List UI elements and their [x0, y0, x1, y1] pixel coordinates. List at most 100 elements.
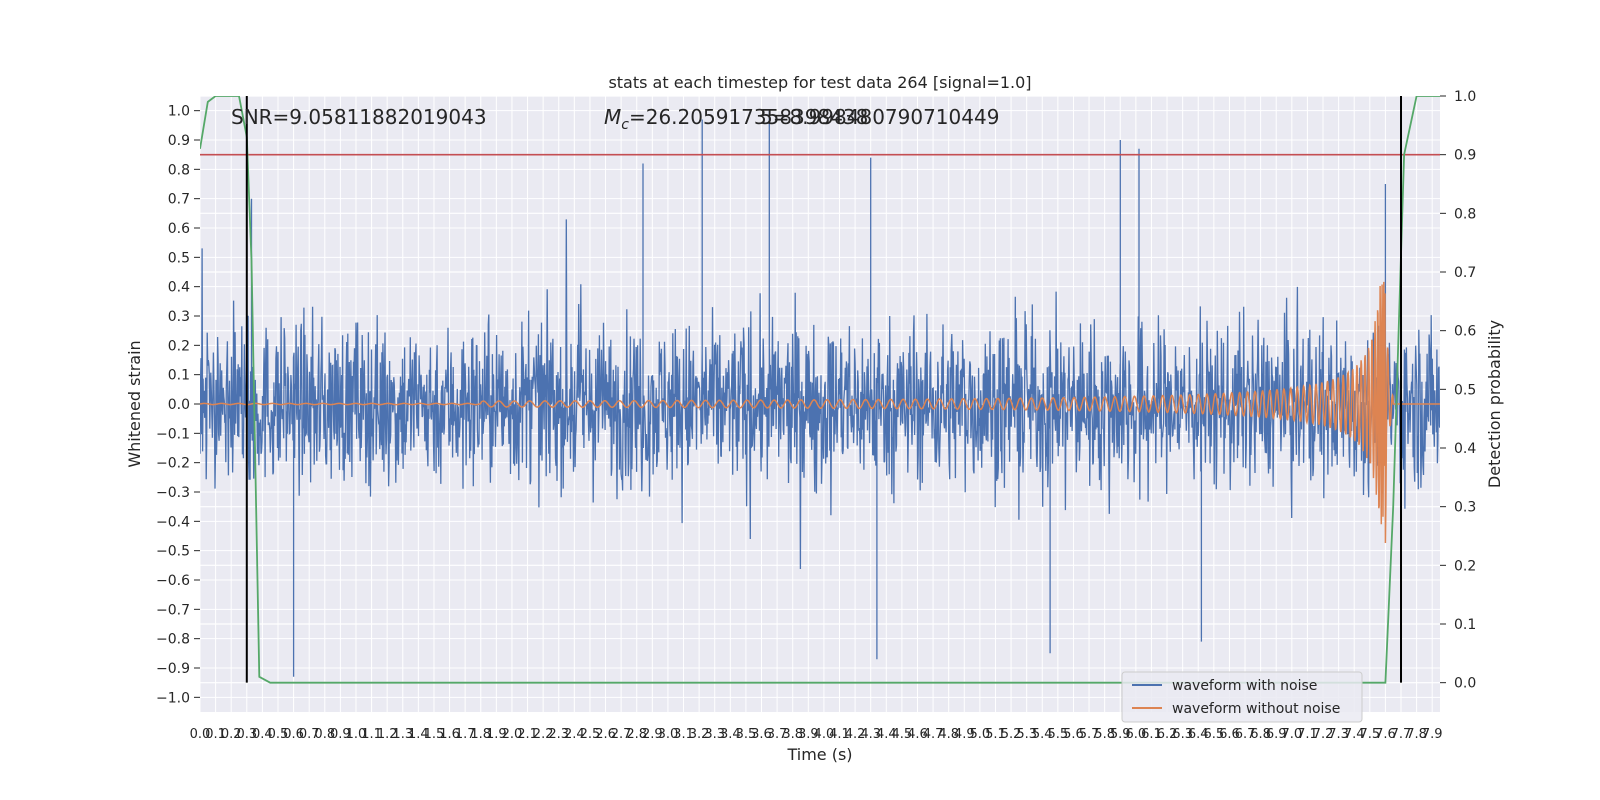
x-tick-label: 6.9	[1266, 727, 1287, 742]
x-tick-label: 6.8	[1250, 727, 1271, 742]
y-tick-label: −0.2	[156, 456, 190, 472]
x-tick-label: 2.3	[548, 727, 569, 742]
event-markers	[245, 96, 1403, 683]
x-tick-label: 1.2	[377, 727, 398, 742]
y-tick-label: 0.0	[168, 397, 190, 413]
x-tick-label: 2.2	[533, 727, 554, 742]
x-tick-label: 4.4	[876, 727, 897, 742]
x-tick-label: 0.0	[190, 727, 211, 742]
x-tick-label: 3.4	[720, 727, 741, 742]
mc-value: =26.205917358398438	[629, 105, 868, 129]
y-tick-label: −0.7	[156, 602, 190, 618]
x-tick-label: 1.4	[408, 727, 429, 742]
x-tick-label: 7.1	[1297, 727, 1318, 742]
mc-overlap-annotation: 5=8.998480790710449	[760, 105, 999, 129]
y-tick-label: −0.6	[156, 573, 190, 589]
y-tick-label: 0.9	[168, 133, 190, 149]
x-tick-label: 3.2	[689, 727, 710, 742]
y-tick-label: 0.5	[168, 250, 190, 266]
x-tick-label: 0.3	[236, 727, 257, 742]
y-tick-label: 0.4	[168, 280, 190, 296]
x-tick-label: 6.1	[1141, 727, 1162, 742]
y-tick-label: −0.3	[156, 485, 190, 501]
x-tick-label: 2.8	[626, 727, 647, 742]
x-tick-label: 1.9	[486, 727, 507, 742]
y-tick-label: −0.4	[156, 514, 190, 530]
x-tick-label: 2.7	[611, 727, 632, 742]
snr-annotation: SNR=9.05811882019043	[231, 105, 487, 129]
y2-tick-label: 0.5	[1454, 382, 1476, 398]
x-tick-label: 5.0	[970, 727, 991, 742]
x-tick-label: 5.7	[1079, 727, 1100, 742]
x-tick-label: 0.6	[283, 727, 304, 742]
x-tick-label: 7.6	[1375, 727, 1396, 742]
y2-tick-label: 0.6	[1454, 324, 1476, 340]
y2-tick-label: 0.4	[1454, 441, 1476, 457]
y-tick-label: 0.2	[168, 338, 190, 354]
x-tick-label: 6.0	[1126, 727, 1147, 742]
y-tick-label: −0.1	[156, 426, 190, 442]
x-tick-label: 5.9	[1110, 727, 1131, 742]
y-tick-label: 0.3	[168, 309, 190, 325]
x-tick-label: 4.3	[860, 727, 881, 742]
y2-tick-label: 0.8	[1454, 206, 1476, 222]
x-tick-label: 4.2	[845, 727, 866, 742]
x-tick-label: 0.7	[299, 727, 320, 742]
x-tick-label: 0.1	[205, 727, 226, 742]
x-tick-label: 6.2	[1157, 727, 1178, 742]
y-tick-label: −1.0	[156, 690, 190, 706]
x-tick-label: 2.4	[564, 727, 585, 742]
x-tick-label: 0.4	[252, 727, 273, 742]
x-tick-label: 7.5	[1359, 727, 1380, 742]
legend-label-clean: waveform without noise	[1172, 701, 1340, 717]
x-tick-label: 1.1	[361, 727, 382, 742]
y-tick-label: 0.1	[168, 368, 190, 384]
legend: waveform with noise waveform without noi…	[1121, 671, 1363, 723]
y-tick-label: 1.0	[168, 104, 190, 120]
y2-tick-label: 0.7	[1454, 265, 1476, 281]
x-tick-label: 6.6	[1219, 727, 1240, 742]
x-tick-label: 2.1	[517, 727, 538, 742]
x-tick-label: 3.0	[658, 727, 679, 742]
x-tick-label: 2.9	[642, 727, 663, 742]
x-tick-label: 5.2	[1001, 727, 1022, 742]
x-tick-label: 4.6	[907, 727, 928, 742]
y2-axis-label: Detection probability	[1485, 320, 1504, 488]
x-axis: 0.00.10.20.30.40.50.60.70.80.91.01.11.21…	[190, 727, 1443, 742]
x-tick-label: 5.4	[1032, 727, 1053, 742]
x-tick-label: 3.6	[751, 727, 772, 742]
x-tick-label: 5.6	[1063, 727, 1084, 742]
x-tick-label: 3.5	[736, 727, 757, 742]
x-tick-label: 0.8	[314, 727, 335, 742]
y-tick-label: 0.6	[168, 221, 190, 237]
y-axis-right: 1.0 0.9 0.8 0.7 0.6 0.5 0.4 0.3 0.2 0.1 0.0	[1440, 89, 1476, 692]
x-tick-label: 3.7	[767, 727, 788, 742]
x-tick-label: 4.7	[923, 727, 944, 742]
x-tick-label: 7.8	[1406, 727, 1427, 742]
y2-tick-label: 0.3	[1454, 500, 1476, 516]
x-tick-label: 4.8	[938, 727, 959, 742]
x-tick-label: 5.5	[1048, 727, 1069, 742]
legend-box	[1121, 671, 1363, 723]
y-tick-label: 0.7	[168, 192, 190, 208]
x-tick-label: 7.3	[1328, 727, 1349, 742]
y-tick-label: −0.8	[156, 632, 190, 648]
x-tick-label: 0.5	[268, 727, 289, 742]
x-axis-label: Time (s)	[786, 745, 852, 764]
y-tick-label: −0.5	[156, 544, 190, 560]
x-tick-label: 6.5	[1203, 727, 1224, 742]
x-tick-label: 0.9	[330, 727, 351, 742]
x-tick-label: 5.8	[1094, 727, 1115, 742]
y2-tick-label: 0.9	[1454, 148, 1476, 164]
x-tick-label: 1.5	[424, 727, 445, 742]
y-tick-label: −0.9	[156, 661, 190, 677]
mc-symbol: M	[604, 105, 621, 129]
x-tick-label: 3.3	[704, 727, 725, 742]
x-tick-label: 1.0	[346, 727, 367, 742]
x-tick-label: 4.0	[814, 727, 835, 742]
y-tick-label: 0.8	[168, 162, 190, 178]
x-tick-label: 2.5	[580, 727, 601, 742]
x-tick-label: 7.0	[1281, 727, 1302, 742]
x-tick-label: 5.1	[985, 727, 1006, 742]
y2-tick-label: 0.1	[1454, 617, 1476, 633]
